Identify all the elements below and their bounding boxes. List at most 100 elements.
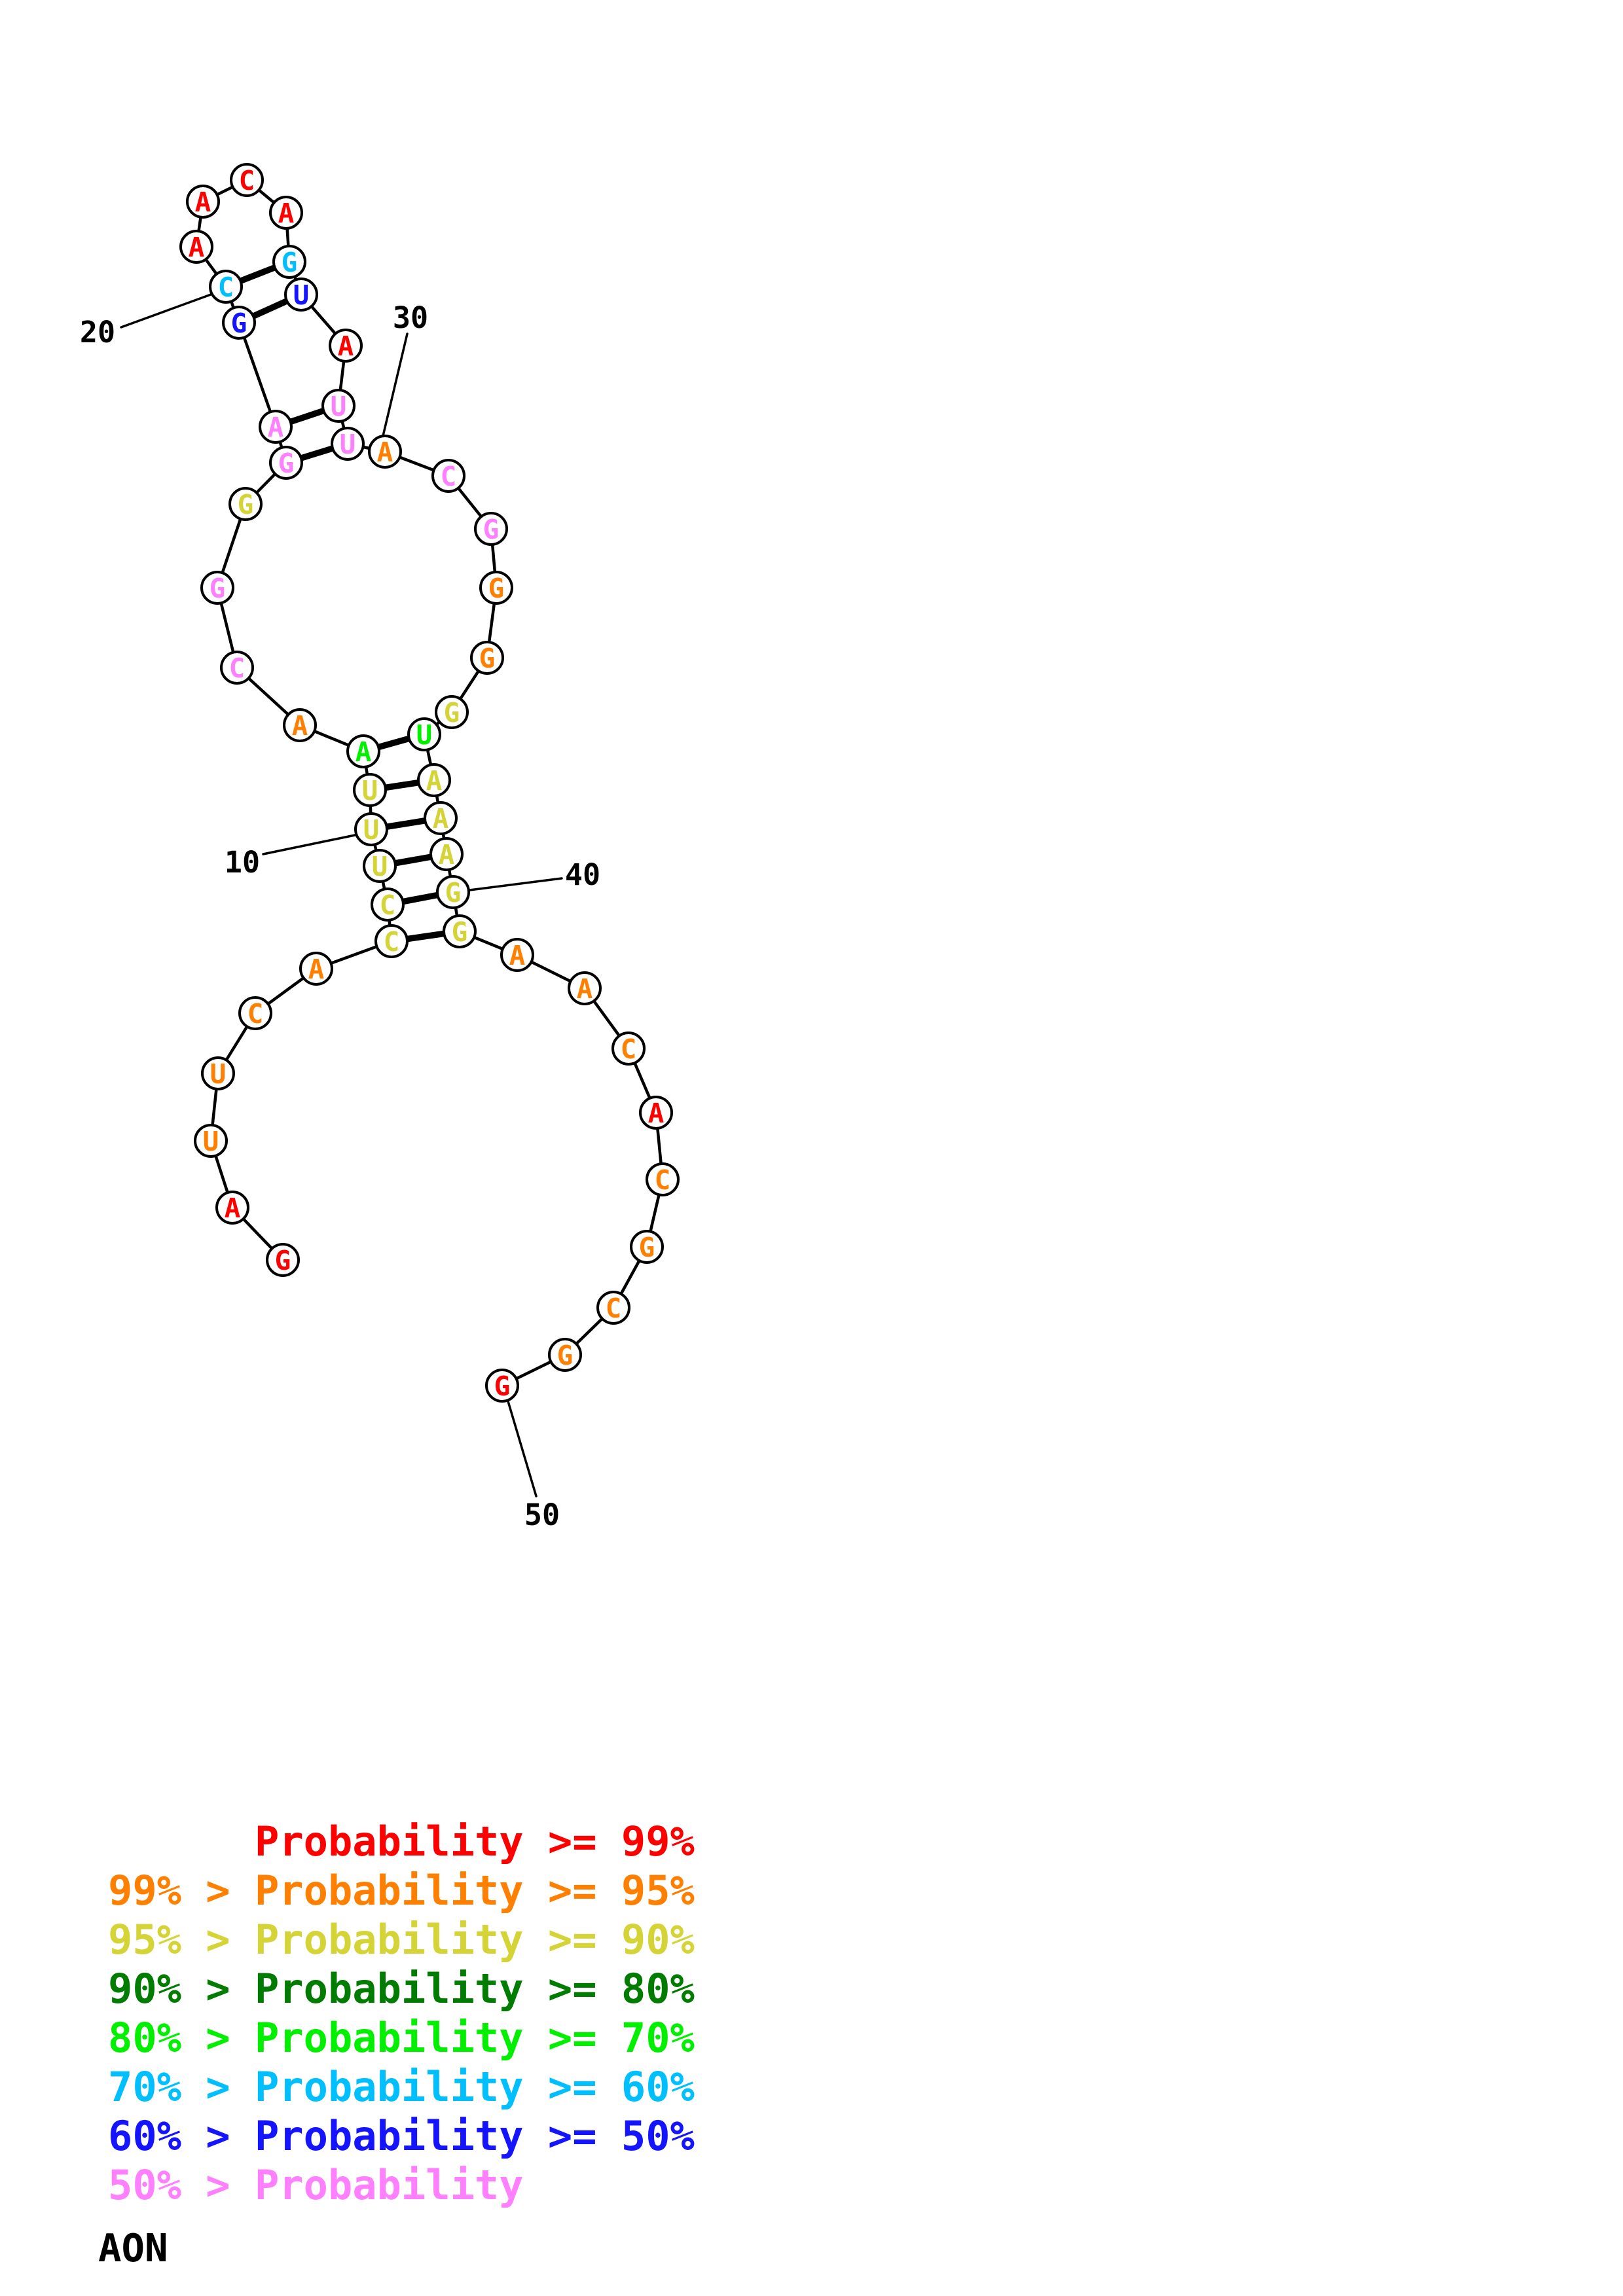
- nucleotide-letter: U: [203, 1126, 219, 1157]
- nucleotide-letter: C: [655, 1164, 671, 1196]
- nucleotide-letter: U: [210, 1058, 227, 1090]
- nucleotide-letter: G: [278, 448, 295, 479]
- nucleotide-circle: [215, 1191, 249, 1225]
- legend-line-60-70: 70% > Probability >= 60%: [108, 2063, 695, 2111]
- nucleotide-circle: [222, 306, 256, 340]
- nucleotide-circle: [269, 446, 303, 480]
- nucleotide-circle: [429, 837, 464, 871]
- nucleotide-circle: [220, 651, 254, 685]
- nucleotide-circle: [228, 487, 263, 521]
- nucleotide-letter: C: [441, 461, 457, 492]
- nucleotide-circle: [474, 512, 508, 546]
- nucleotide-circle: [230, 163, 264, 197]
- nucleotide-letter: U: [340, 429, 356, 460]
- nucleotide-circle: [417, 763, 451, 797]
- position-label: 50: [524, 1498, 560, 1532]
- nucleotide-circle: [299, 952, 333, 986]
- nucleotide-circle: [272, 245, 306, 279]
- nucleotide-circle: [646, 1162, 680, 1196]
- nucleotide-letter: C: [218, 272, 234, 303]
- nucleotide-circle: [630, 1230, 664, 1264]
- nucleotide-circle: [321, 389, 356, 423]
- position-label: 10: [225, 845, 260, 880]
- nucleotide-circle: [407, 717, 441, 751]
- nucleotide-letter: A: [308, 954, 325, 985]
- nucleotide-circle: [266, 1243, 300, 1277]
- nucleotide-circle: [436, 875, 470, 909]
- nucleotide-letter: G: [231, 308, 247, 339]
- nucleotide-letter: G: [210, 573, 226, 604]
- nucleotide-letter: A: [189, 232, 205, 263]
- nucleotide-letter: A: [439, 839, 455, 870]
- legend-line-50-60: 60% > Probability >= 50%: [108, 2112, 695, 2160]
- nucleotide-circle: [431, 459, 465, 493]
- nucleotide-circle: [568, 971, 602, 1005]
- legend-line-lt50: 50% > Probability: [108, 2161, 524, 2209]
- nucleotide-letter: G: [238, 489, 254, 520]
- molecule-name: AON: [98, 2225, 168, 2270]
- position-label: 30: [393, 300, 428, 335]
- nucleotide-circle: [200, 571, 234, 605]
- nucleotide-letter: G: [494, 1371, 511, 1402]
- nucleotide-circle: [470, 641, 504, 675]
- nucleotide-letter: C: [621, 1033, 637, 1065]
- nucleotide-circle: [284, 278, 318, 312]
- position-label-leader: [507, 1400, 538, 1498]
- nucleotide-letter: C: [229, 653, 246, 684]
- nucleotide-letter: G: [639, 1232, 655, 1263]
- nucleotide-circle: [435, 695, 469, 729]
- position-label-leader: [120, 293, 212, 329]
- nucleotide-circle: [354, 812, 388, 846]
- nucleotide-letter: C: [380, 889, 396, 921]
- nucleotide-letter: G: [479, 643, 496, 674]
- nucleotide-letter: A: [509, 940, 526, 971]
- nucleotide-letter: G: [557, 1340, 574, 1371]
- nucleotide-letter: U: [372, 851, 388, 882]
- nucleotide-letter: A: [195, 187, 211, 218]
- position-label-leader: [262, 834, 356, 855]
- position-label: 40: [565, 857, 600, 892]
- position-label-leader: [468, 877, 563, 891]
- nucleotide-circle: [269, 196, 303, 230]
- legend-line-90-95: 95% > Probability >= 90%: [108, 1916, 695, 1964]
- nucleotide-letter: G: [483, 514, 500, 545]
- nucleotide-letter: A: [356, 736, 372, 768]
- nucleotide-letter: U: [293, 279, 310, 311]
- nucleotide-letter: G: [445, 877, 462, 908]
- position-label-leader: [382, 332, 409, 437]
- nucleotide-letter: A: [338, 331, 354, 362]
- nucleotide-letter: C: [606, 1293, 622, 1324]
- nucleotide-letter: U: [362, 775, 378, 806]
- nucleotide-circle: [485, 1369, 519, 1403]
- nucleotide-circle: [639, 1096, 673, 1130]
- nucleotide-letter: A: [278, 198, 295, 229]
- nucleotide-circle: [238, 996, 272, 1030]
- nucleotide-letter: A: [268, 412, 284, 443]
- nucleotide-letter: G: [452, 916, 468, 948]
- nucleotide-circle: [363, 849, 397, 883]
- nucleotide-circle: [548, 1338, 582, 1372]
- nucleotide-letter: A: [377, 437, 393, 468]
- nucleotide-circle: [186, 185, 220, 219]
- nucleotide-letter: U: [331, 391, 347, 422]
- legend-line-95-99: 99% > Probability >= 95%: [108, 1867, 695, 1914]
- nucleotide-circle: [479, 571, 513, 605]
- nucleotide-letter: A: [225, 1193, 241, 1224]
- nucleotide-circle: [500, 938, 534, 972]
- nucleotide-circle: [368, 435, 402, 469]
- nucleotide-letter: A: [433, 803, 449, 834]
- nucleotide-letter: G: [282, 247, 298, 278]
- nucleotide-circle: [201, 1056, 235, 1090]
- nucleotide-circle: [179, 230, 213, 264]
- legend-line-ge99: Probability >= 99%: [255, 1818, 695, 1865]
- nucleotide-letter: G: [444, 697, 460, 728]
- position-label: 20: [80, 315, 115, 350]
- nucleotide-letter: U: [416, 719, 433, 751]
- nucleotide-letter: G: [275, 1245, 291, 1276]
- nucleotide-circle: [596, 1291, 630, 1325]
- nucleotide-letter: A: [292, 710, 308, 742]
- nucleotide-circle: [194, 1124, 228, 1158]
- nucleotide-letter: U: [363, 814, 380, 846]
